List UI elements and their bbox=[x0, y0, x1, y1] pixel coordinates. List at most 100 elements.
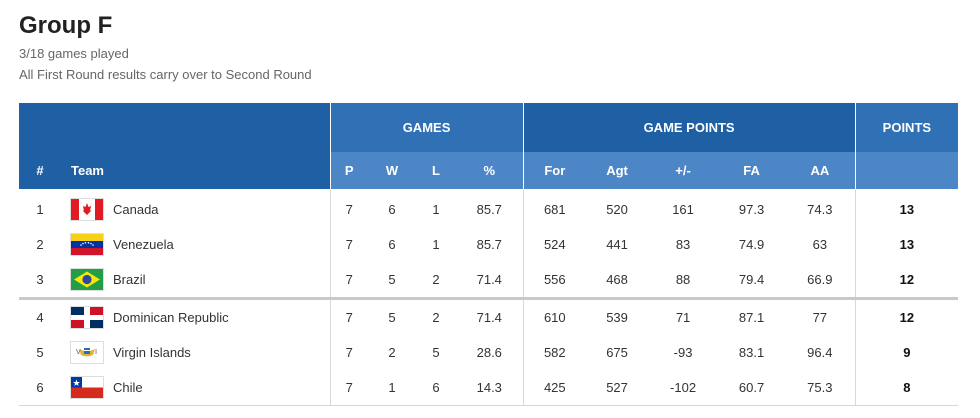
points-cell: 9 bbox=[854, 335, 959, 370]
points-against-cell: 539 bbox=[606, 310, 628, 325]
team-name: Venezuela bbox=[113, 237, 174, 252]
standings-table: GAMES GAME POINTS POINTS # Team P W L % … bbox=[19, 103, 959, 406]
table-row: 3 Brazil 7 5 2 71.4 556 468 88 79.4 66.9… bbox=[19, 262, 959, 300]
svg-text:I: I bbox=[95, 348, 97, 356]
table-row: 5 V I Virgin Islands 7 2 5 28.6 582 675 … bbox=[19, 335, 959, 370]
rank-cell: 4 bbox=[36, 310, 44, 325]
points-against-column-header: Agt bbox=[586, 152, 649, 189]
fa-column-header: FA bbox=[718, 152, 786, 189]
points-for-cell: 681 bbox=[522, 189, 587, 227]
fa-cell: 83.1 bbox=[738, 345, 765, 360]
team-name: Brazil bbox=[113, 272, 146, 287]
points-for-cell: 582 bbox=[522, 335, 587, 370]
dominican-republic-flag-icon bbox=[71, 307, 103, 328]
aa-cell: 74.3 bbox=[807, 202, 833, 217]
aa-cell: 63 bbox=[812, 237, 828, 252]
losses-cell: 5 bbox=[432, 345, 440, 360]
losses-cell: 2 bbox=[416, 262, 456, 300]
played-cell: 7 bbox=[329, 298, 368, 335]
team-name: Dominican Republic bbox=[113, 310, 229, 325]
points-against-cell: 527 bbox=[586, 370, 649, 406]
wins-cell: 6 bbox=[388, 202, 396, 217]
team-name: Virgin Islands bbox=[113, 345, 191, 360]
wins-cell: 6 bbox=[388, 237, 396, 252]
team-name: Chile bbox=[113, 380, 143, 395]
team-cell[interactable]: Brazil bbox=[61, 262, 330, 300]
win-pct-cell: 85.7 bbox=[476, 202, 502, 217]
fa-cell: 79.4 bbox=[718, 262, 786, 300]
virgin-islands-flag-icon: V I bbox=[71, 342, 103, 363]
fa-cell: 60.7 bbox=[718, 370, 786, 406]
games-played-text: 3/18 games played bbox=[19, 46, 129, 61]
points-cell: 12 bbox=[854, 262, 959, 300]
carry-over-note: All First Round results carry over to Se… bbox=[19, 67, 312, 82]
wins-cell: 1 bbox=[368, 370, 416, 406]
venezuela-flag-icon bbox=[71, 234, 103, 255]
played-cell: 7 bbox=[329, 262, 368, 300]
rank-cell: 6 bbox=[19, 370, 61, 406]
points-for-cell: 425 bbox=[522, 370, 587, 406]
table-row: 1 Canada 7 6 1 85.7 681 520 161 97.3 74.… bbox=[19, 189, 959, 227]
losses-cell: 1 bbox=[432, 237, 440, 252]
team-cell[interactable]: Chile bbox=[61, 370, 330, 406]
losses-cell: 6 bbox=[416, 370, 456, 406]
point-diff-cell: 161 bbox=[672, 202, 694, 217]
team-cell[interactable]: Venezuela bbox=[61, 227, 330, 262]
games-group-header: GAMES bbox=[329, 103, 524, 152]
losses-cell: 2 bbox=[432, 310, 440, 325]
win-pct-column-header: % bbox=[456, 152, 524, 189]
fa-cell: 74.9 bbox=[738, 237, 765, 252]
points-cell: 13 bbox=[854, 189, 959, 227]
points-column-header bbox=[854, 152, 959, 189]
points-against-cell: 675 bbox=[606, 345, 628, 360]
team-cell[interactable]: Dominican Republic bbox=[61, 299, 330, 336]
points-against-cell: 520 bbox=[606, 202, 628, 217]
rank-cell: 1 bbox=[36, 202, 44, 217]
rank-cell: 2 bbox=[36, 237, 44, 252]
wins-column-header: W bbox=[368, 152, 416, 189]
points-cell: 12 bbox=[854, 298, 959, 335]
table-row: 2 Venezuela 7 6 1 85.7 524 441 83 74.9 6… bbox=[19, 227, 959, 262]
canada-flag-icon bbox=[71, 199, 103, 220]
fa-cell: 97.3 bbox=[738, 202, 765, 217]
points-against-cell: 441 bbox=[606, 237, 628, 252]
points-group-header: POINTS bbox=[854, 103, 959, 152]
aa-cell: 66.9 bbox=[785, 262, 856, 300]
point-diff-cell: -102 bbox=[648, 370, 719, 406]
team-column-header: Team bbox=[61, 152, 330, 189]
points-for-column-header: For bbox=[522, 152, 587, 189]
rank-column-header: # bbox=[19, 152, 61, 189]
game-points-group-header: GAME POINTS bbox=[522, 103, 856, 152]
aa-cell: 96.4 bbox=[807, 345, 833, 360]
team-cell[interactable]: V I Virgin Islands bbox=[61, 335, 330, 370]
point-diff-cell: 88 bbox=[648, 262, 719, 300]
points-cell: 8 bbox=[854, 370, 959, 406]
win-pct-cell: 28.6 bbox=[476, 345, 502, 360]
points-cell: 13 bbox=[854, 227, 959, 262]
played-column-header: P bbox=[329, 152, 368, 189]
aa-column-header: AA bbox=[785, 152, 856, 189]
table-row: 6 Chile 7 1 6 14.3 425 527 -102 60.7 75.… bbox=[19, 370, 959, 406]
win-pct-cell: 71.4 bbox=[476, 310, 502, 325]
played-cell: 7 bbox=[329, 370, 368, 406]
header-spacer bbox=[19, 103, 330, 152]
point-diff-cell: 71 bbox=[675, 310, 691, 325]
played-cell: 7 bbox=[329, 227, 368, 262]
win-pct-cell: 14.3 bbox=[456, 370, 524, 406]
wins-cell: 5 bbox=[368, 262, 416, 300]
played-cell: 7 bbox=[329, 335, 368, 370]
wins-cell: 2 bbox=[388, 345, 396, 360]
point-diff-column-header: +/- bbox=[648, 152, 719, 189]
brazil-flag-icon bbox=[71, 269, 103, 290]
win-pct-cell: 71.4 bbox=[456, 262, 524, 300]
win-pct-cell: 85.7 bbox=[476, 237, 502, 252]
losses-cell: 1 bbox=[432, 202, 440, 217]
points-for-cell: 610 bbox=[522, 298, 587, 335]
svg-text:V: V bbox=[76, 348, 81, 356]
team-name: Canada bbox=[113, 202, 159, 217]
team-cell[interactable]: Canada bbox=[61, 189, 330, 227]
aa-cell: 77 bbox=[812, 310, 828, 325]
points-for-cell: 524 bbox=[522, 227, 587, 262]
point-diff-cell: -93 bbox=[673, 345, 693, 360]
aa-cell: 75.3 bbox=[785, 370, 856, 406]
